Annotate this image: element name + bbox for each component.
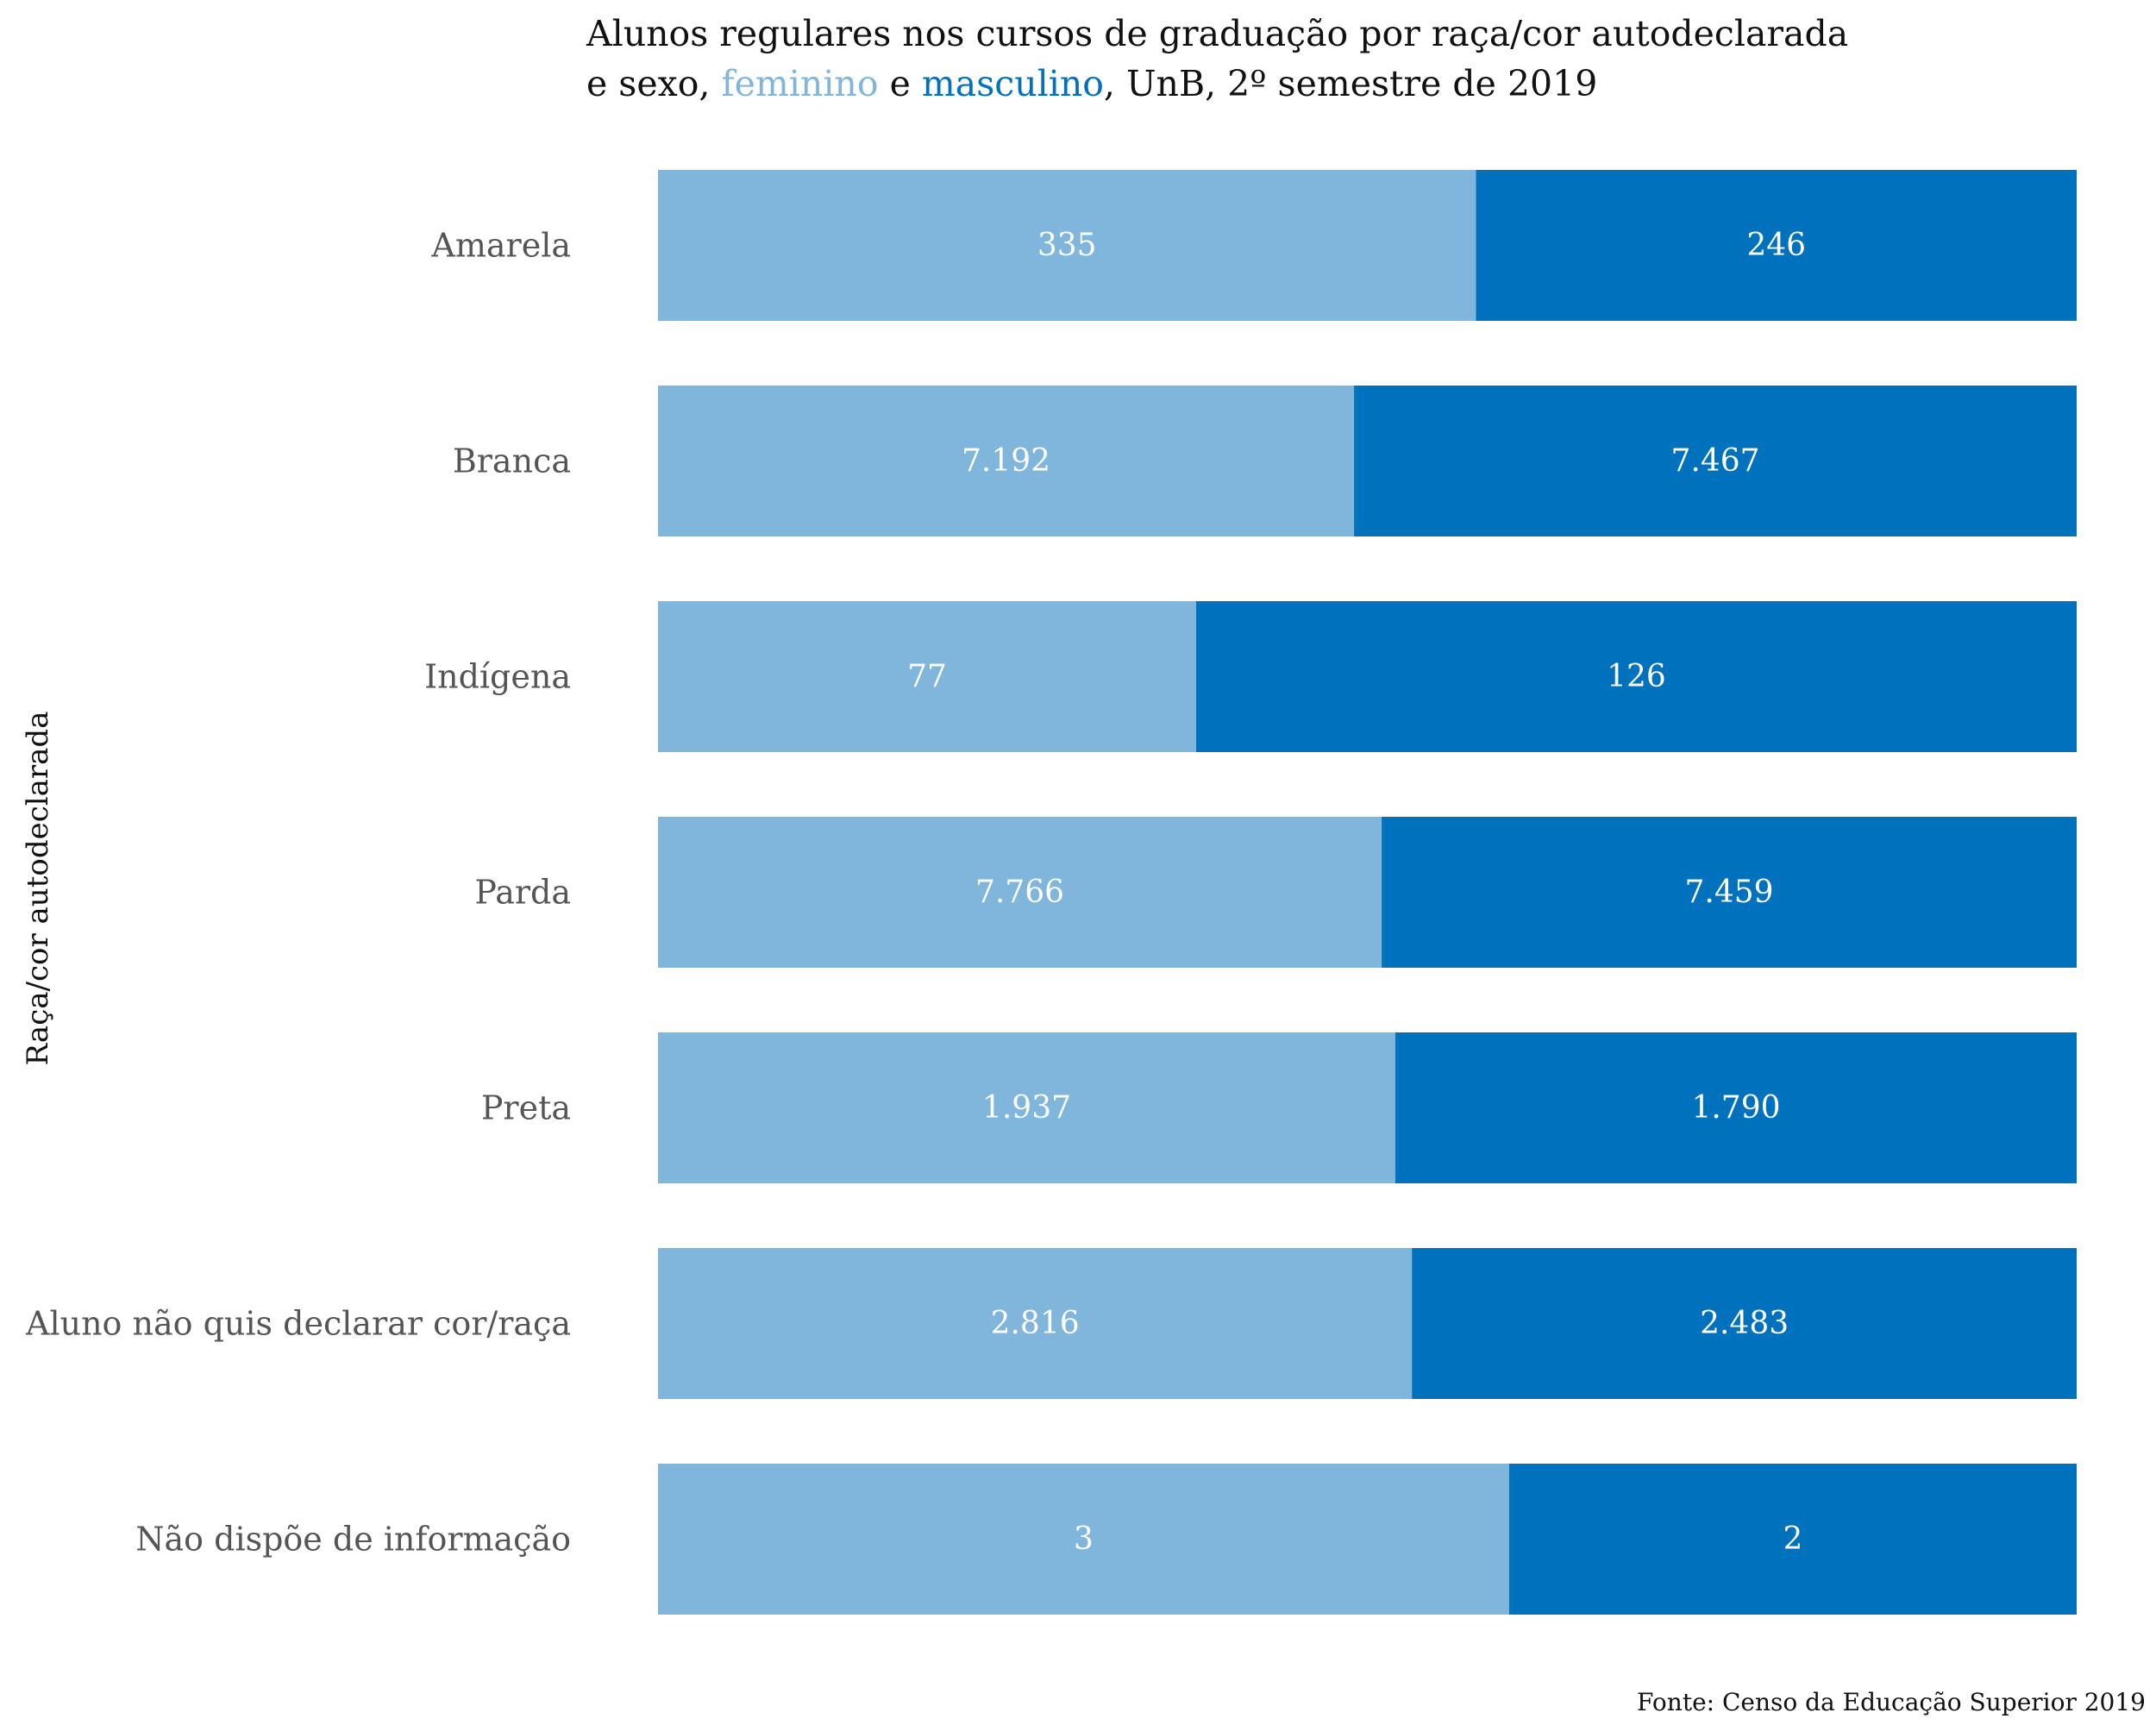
title-line-2: e sexo, feminino e masculino, UnB, 2º se… (586, 59, 1848, 109)
bar-feminino (658, 1032, 1395, 1183)
bar-masculino (1412, 1248, 2077, 1399)
bar-masculino (1195, 601, 2077, 752)
data-label-masculino: 2 (1783, 1521, 1803, 1557)
bar-feminino (658, 601, 1196, 752)
legend-feminino: feminino (721, 63, 879, 104)
bar-masculino (1509, 1464, 2077, 1615)
category-label: Não dispõe de informação (135, 1521, 571, 1559)
data-label-feminino: 2.816 (991, 1306, 1080, 1341)
bar-feminino (658, 170, 1476, 321)
bar-feminino (658, 386, 1355, 536)
y-axis-label: Raça/cor autodeclarada (21, 712, 55, 1066)
data-label-masculino: 2.483 (1700, 1306, 1789, 1341)
title-prefix: e sexo, (586, 63, 722, 104)
data-label-feminino: 335 (1037, 228, 1097, 263)
data-label-masculino: 1.790 (1691, 1090, 1780, 1126)
title-connector: e (878, 63, 922, 104)
title-line-1: Alunos regulares nos cursos de graduação… (586, 13, 1849, 54)
chart-title: Alunos regulares nos cursos de graduação… (586, 9, 1848, 109)
bar-feminino (658, 1248, 1413, 1399)
source-note: Fonte: Censo da Educação Superior 2019 (1637, 1688, 2146, 1716)
data-label-feminino: 3 (1074, 1521, 1094, 1557)
data-label-masculino: 126 (1607, 659, 1666, 694)
category-label: Indígena (424, 658, 571, 696)
data-label-masculino: 7.467 (1671, 443, 1760, 479)
category-label: Branca (453, 442, 571, 480)
bar-feminino (658, 817, 1382, 968)
bar-masculino (1354, 386, 2077, 536)
category-label: Amarela (430, 227, 571, 265)
category-label: Parda (474, 874, 571, 912)
data-label-feminino: 7.192 (962, 443, 1050, 479)
data-label-feminino: 77 (907, 659, 947, 694)
bar-masculino (1382, 817, 2077, 968)
bar-masculino (1395, 1032, 2077, 1183)
title-suffix: , UnB, 2º semestre de 2019 (1103, 63, 1598, 104)
legend-masculino: masculino (921, 63, 1104, 104)
data-label-feminino: 1.937 (982, 1090, 1071, 1126)
category-label: Aluno não quis declarar cor/raça (25, 1305, 571, 1343)
bar-feminino (658, 1464, 1509, 1615)
data-label-feminino: 7.766 (975, 875, 1064, 910)
category-label: Preta (481, 1089, 571, 1127)
data-label-masculino: 7.459 (1685, 875, 1774, 910)
bar-masculino (1476, 170, 2077, 321)
data-label-masculino: 246 (1746, 228, 1806, 263)
